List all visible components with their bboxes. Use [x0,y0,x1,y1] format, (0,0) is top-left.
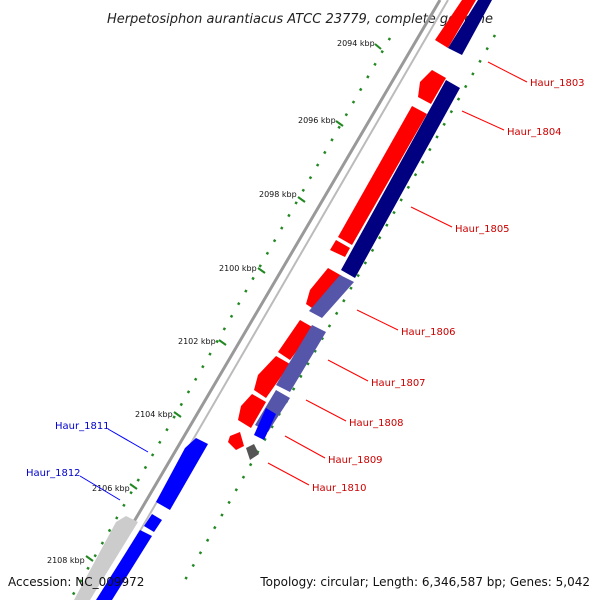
tick-mark [297,196,306,203]
gene-haur-1812-feature[interactable] [144,514,162,532]
tick-label: 2104 kbp [135,410,173,419]
grey-feature-lower[interactable] [74,516,138,600]
gene-haur-1805b-feature[interactable] [330,240,350,257]
gene-label-haur-1809[interactable]: Haur_1809 [328,455,383,466]
leader-line [487,61,528,83]
accession-text: Accession: NC_009972 [8,575,144,589]
gene-label-haur-1808[interactable]: Haur_1808 [349,418,404,429]
leader-line [356,309,399,331]
gene-haur-1809-feature[interactable] [228,432,244,450]
gene-haur-1806-feature[interactable] [306,268,342,312]
navy-segment-2[interactable] [341,80,460,278]
forward-strand-track [228,0,476,450]
leader-line [107,428,149,453]
leader-line [305,399,347,422]
gene-haur-1803-feature[interactable] [435,0,476,48]
tick-mark [129,483,138,490]
backbone [86,0,449,600]
gene-label-haur-1806[interactable]: Haur_1806 [401,327,456,338]
gene-label-haur-1811[interactable]: Haur_1811 [55,421,110,432]
gene-label-haur-1810[interactable]: Haur_1810 [312,483,367,494]
reverse-gene-lower-blue[interactable] [96,530,152,600]
reverse-gene-labels: Haur_1811 Haur_1812 [26,421,149,501]
gene-haur-1807b-feature[interactable] [254,356,290,398]
gene-haur-1805-feature[interactable] [338,106,427,245]
slate-segment-2[interactable] [276,325,326,392]
leader-line [267,462,310,486]
gene-label-haur-1805[interactable]: Haur_1805 [455,224,510,235]
leader-line [79,475,121,501]
tick-mark [374,43,382,50]
blue-segment-small[interactable] [254,408,276,440]
tick-label: 2106 kbp [92,484,130,493]
gene-label-haur-1803[interactable]: Haur_1803 [530,78,585,89]
leader-line [461,110,505,131]
leader-line [327,359,369,382]
ruler-outer-dots [68,37,392,600]
gene-haur-1808-feature[interactable] [238,394,266,428]
tick-label: 2102 kbp [178,337,216,346]
gene-haur-1810-feature[interactable] [246,444,259,460]
tick-label: 2098 kbp [259,190,297,199]
tick-mark [335,120,344,127]
tick-mark [173,411,182,418]
leader-line [410,206,453,228]
gene-label-haur-1812[interactable]: Haur_1812 [26,468,81,479]
gene-haur-1804-feature[interactable] [418,70,446,104]
map-title: Herpetosiphon aurantiacus ATCC 23779, co… [107,12,493,27]
middle-track [246,0,492,460]
tick-label: 2100 kbp [219,264,257,273]
tick-label: 2094 kbp [337,39,375,48]
ruler-inner-dots [183,34,497,581]
tick-mark [218,339,227,346]
gene-haur-1811-feature[interactable] [156,438,208,510]
gene-label-haur-1804[interactable]: Haur_1804 [507,127,562,138]
tick-label: 2108 kbp [47,556,85,565]
tick-label: 2096 kbp [298,116,336,125]
scale-ticks: 2094 kbp 2096 kbp 2098 kbp 2100 kbp 2102… [47,39,382,565]
gene-label-haur-1807[interactable]: Haur_1807 [371,378,426,389]
forward-gene-labels: Haur_1803 Haur_1804 Haur_1805 Haur_1806 … [267,61,585,494]
tick-mark [85,555,94,562]
reverse-strand-track [74,438,208,600]
leader-line [284,435,326,459]
tick-mark [257,267,266,274]
navy-segment-1[interactable] [448,0,492,55]
slate-segment-1[interactable] [309,275,354,318]
gene-haur-1807-feature[interactable] [278,320,314,360]
topology-text: Topology: circular; Length: 6,346,587 bp… [259,575,590,589]
